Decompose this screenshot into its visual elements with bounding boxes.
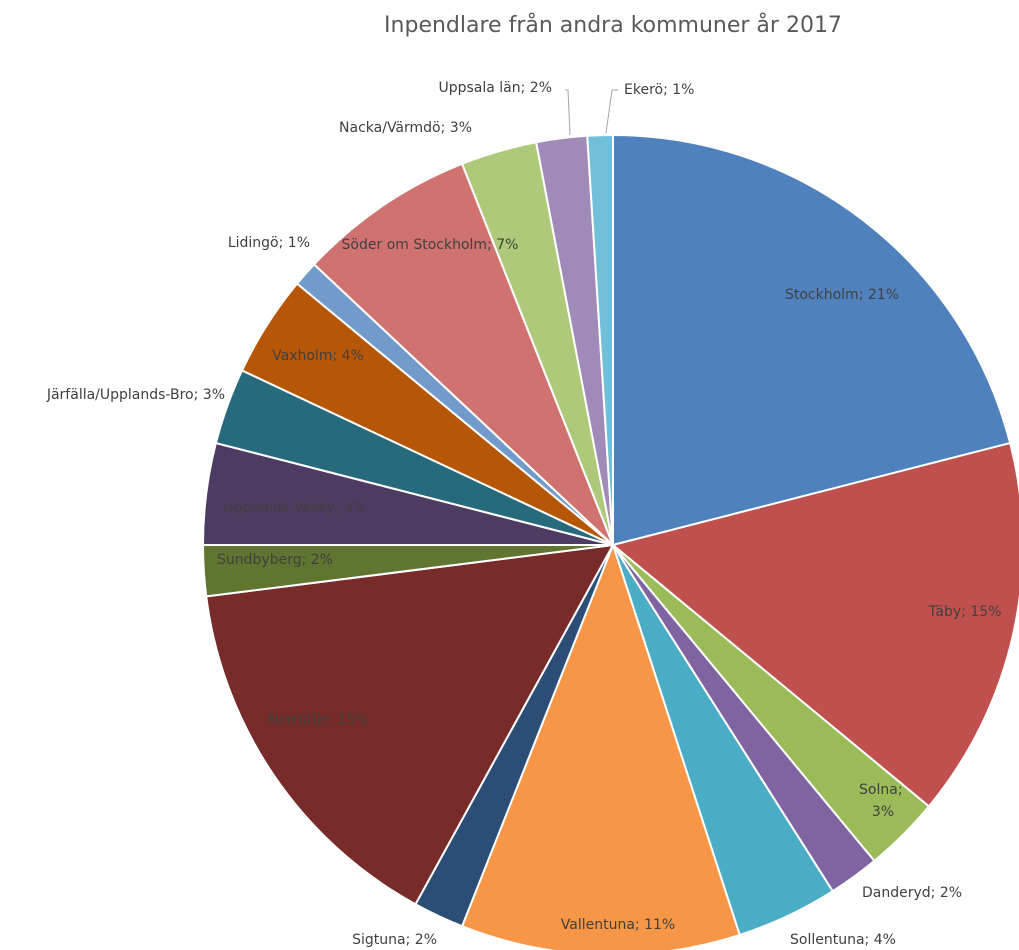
value-label: 2%: [940, 885, 962, 901]
leader-lines: [565, 89, 618, 136]
category-name: Ekerö: [624, 82, 663, 98]
data-label: Järfälla/Upplands-Bro; 3%: [46, 387, 225, 403]
pie-slice: [612, 133, 1012, 547]
value-label: 1%: [288, 235, 310, 251]
data-label: Ekerö; 1%: [624, 82, 694, 98]
category-name: Lidingö: [228, 235, 279, 251]
data-label: Söder om Stockholm; 7%: [342, 237, 519, 253]
category-name: Nacka/Värmdö: [339, 120, 441, 136]
label-separator: ;: [441, 120, 450, 136]
category-name: Täby: [928, 604, 962, 620]
data-label: Danderyd; 2%: [862, 885, 962, 901]
label-separator: ;: [521, 80, 530, 96]
category-name: Sigtuna: [352, 932, 405, 948]
label-separator: ;: [194, 387, 203, 403]
pie-slice: [312, 162, 614, 546]
value-label: 11%: [644, 917, 675, 933]
category-name: Söder om Stockholm: [342, 237, 488, 253]
label-separator: ;: [332, 348, 341, 364]
pie-slice: [205, 543, 615, 906]
value-label: 7%: [496, 237, 518, 253]
value-label: 21%: [868, 287, 899, 303]
value-label: 2%: [415, 932, 437, 948]
category-name: Danderyd: [862, 885, 931, 901]
label-separator: ;: [406, 932, 415, 948]
category-name: Uppsala län: [438, 80, 520, 96]
label-separator: ;: [663, 82, 672, 98]
category-name: Vallentuna: [561, 917, 635, 933]
chart-title: Inpendlare från andra kommuner år 2017: [384, 12, 842, 38]
pie-slice: [586, 133, 614, 546]
data-label: Sigtuna; 2%: [352, 932, 437, 948]
label-separator: ;: [279, 235, 288, 251]
data-label: Uppsala län; 2%: [438, 80, 552, 96]
category-name: Sollentuna: [790, 932, 865, 948]
category-name: Järfälla/Upplands-Bro: [46, 387, 194, 403]
value-label: 4%: [344, 500, 366, 516]
label-separator: ;: [487, 237, 496, 253]
data-label: Lidingö; 1%: [228, 235, 310, 251]
category-name: Norrtälje: [267, 712, 328, 728]
value-label: 2%: [530, 80, 552, 96]
value-label: 1%: [672, 82, 694, 98]
data-label: Sundbyberg; 2%: [217, 552, 333, 568]
data-label: Solna; 3%: [859, 782, 907, 820]
data-label: Täby; 15%: [928, 604, 1002, 620]
data-label: Norrtälje; 15%: [267, 712, 368, 728]
label-separator: ;: [328, 712, 337, 728]
pie-slice: [460, 542, 741, 950]
data-label: Vallentuna; 11%: [561, 917, 675, 933]
value-label: 2%: [311, 552, 333, 568]
label-separator: ;: [931, 885, 940, 901]
category-name: Upplands Väsby: [224, 500, 336, 516]
value-label: 3%: [450, 120, 472, 136]
data-label: Sollentuna; 4%: [790, 932, 896, 948]
label-separator: ;: [302, 552, 311, 568]
category-name: Stockholm: [785, 287, 859, 303]
label-separator: ;: [859, 287, 868, 303]
data-label: Upplands Väsby; 4%: [224, 500, 367, 516]
value-label: 4%: [342, 348, 364, 364]
category-name: Solna: [859, 782, 898, 798]
category-name: Sundbyberg: [217, 552, 302, 568]
label-separator: ;: [898, 782, 907, 798]
label-separator: ;: [865, 932, 874, 948]
value-label: 3%: [203, 387, 225, 403]
leader-line: [565, 89, 571, 136]
data-label: Stockholm; 21%: [785, 287, 899, 303]
label-separator: ;: [961, 604, 970, 620]
label-separator: ;: [335, 500, 344, 516]
value-label: 4%: [874, 932, 896, 948]
value-label: 15%: [337, 712, 368, 728]
data-label: Nacka/Värmdö; 3%: [339, 120, 472, 136]
pie-slice: [610, 441, 1019, 808]
value-label: 3%: [872, 804, 894, 820]
data-label: Vaxholm; 4%: [272, 348, 364, 364]
value-label: 15%: [970, 604, 1001, 620]
leader-line: [605, 89, 618, 134]
label-separator: ;: [635, 917, 644, 933]
category-name: Vaxholm: [272, 348, 332, 364]
